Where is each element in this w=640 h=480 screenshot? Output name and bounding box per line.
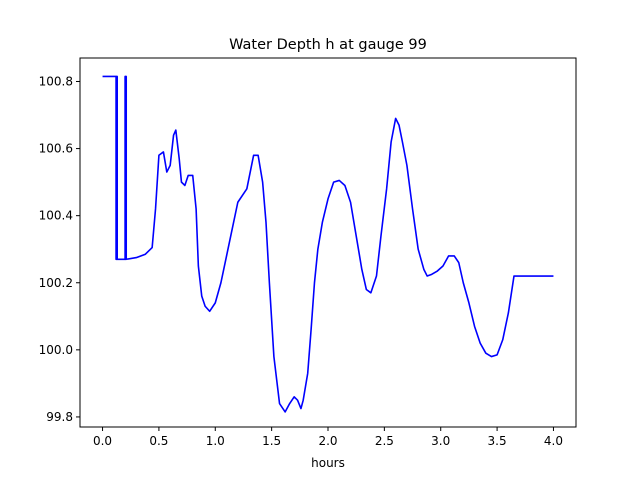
x-tick-label: 3.5: [488, 434, 507, 448]
series-line-0: [102, 75, 554, 413]
x-tick-label: 0.0: [93, 434, 112, 448]
y-tick-label: 100.6: [39, 142, 73, 156]
x-tick-label: 1.0: [206, 434, 225, 448]
y-tick-label: 100.8: [39, 74, 73, 88]
x-tick-label: 1.5: [262, 434, 281, 448]
x-tick-label: 2.0: [318, 434, 337, 448]
x-axis-ticks: 0.0 0.5 1.0 1.5 2.0 2.5 3.0 3.5 4.0: [93, 427, 563, 448]
x-tick-label: 3.0: [431, 434, 450, 448]
x-tick-label: 4.0: [544, 434, 563, 448]
y-axis-ticks: 99.8 100.0 100.2 100.4 100.6 100.8: [39, 74, 80, 424]
x-axis-label: hours: [311, 456, 345, 470]
y-tick-label: 100.4: [39, 209, 73, 223]
chart-title: Water Depth h at gauge 99: [229, 37, 427, 53]
x-tick-label: 2.5: [375, 434, 394, 448]
y-tick-label: 99.8: [46, 410, 73, 424]
y-tick-label: 100.0: [39, 343, 73, 357]
plot-area: [102, 75, 554, 413]
x-tick-label: 0.5: [149, 434, 168, 448]
y-tick-label: 100.2: [39, 276, 73, 290]
